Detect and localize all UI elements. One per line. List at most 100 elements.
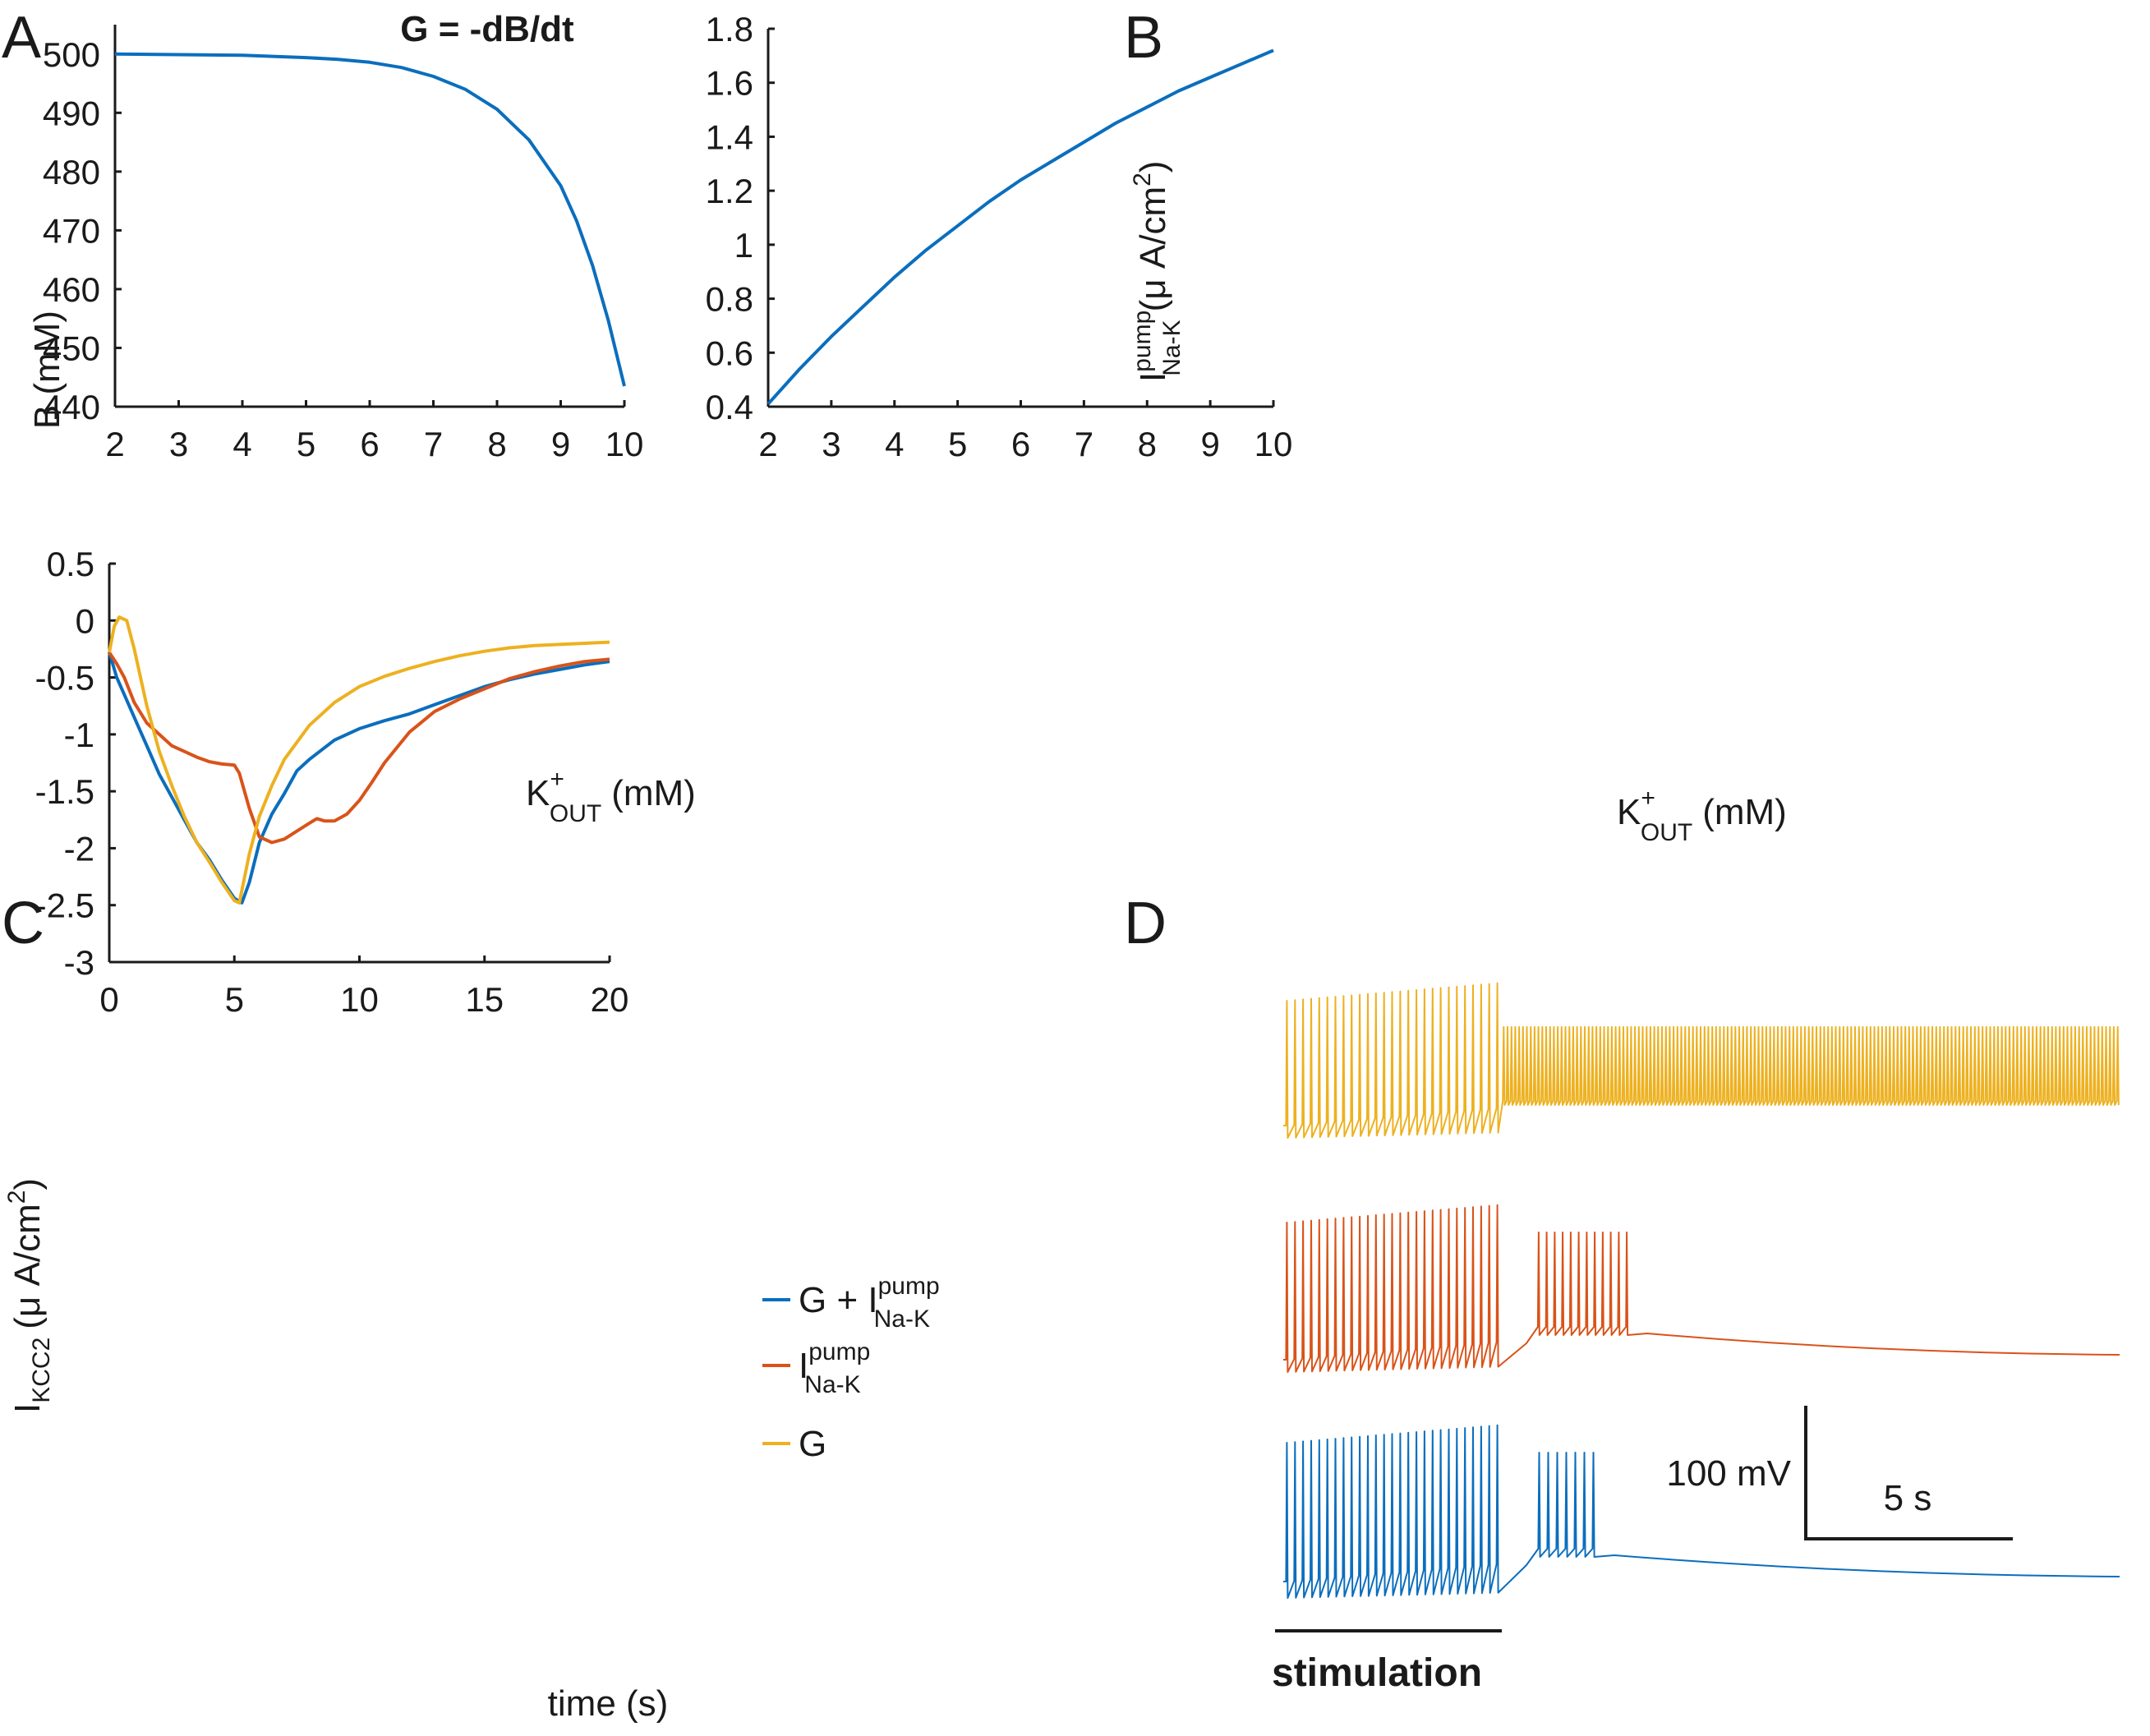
panel-c-ytick-label: -2 (64, 829, 94, 868)
panel-c-ytick-label: -3 (64, 943, 94, 982)
panel-a-xtick-label: 7 (424, 425, 443, 463)
panel-a-xtick-label: 9 (551, 425, 570, 463)
panel-c-plot: 0 5 10 15 20 -3 -2.5 -2 -1.5 -1 -0.5 0 0.5 (35, 545, 629, 1019)
panel-a-ytick-label: 450 (43, 329, 100, 367)
panel-a-plot: 2 3 4 5 6 7 8 9 10 440 450 460 470 480 490 500 (43, 25, 643, 463)
panel-a-xtick-label: 10 (605, 425, 644, 463)
panel-c-series-yellow (108, 615, 610, 905)
panel-b-xtick-label: 7 (1075, 425, 1093, 463)
panel-b-xtick-label: 6 (1011, 425, 1030, 463)
panel-a-xtick-label: 4 (232, 425, 251, 463)
panel-c-ytick-label: -0.5 (35, 659, 94, 698)
panel-c-ylabel-unit-sup: 2 (3, 1190, 30, 1204)
panel-b-xtick-label: 9 (1200, 425, 1219, 463)
voltage-trace-blue (1283, 1424, 2120, 1599)
panel-c-ylabel-unit: (μ A/cm (7, 1204, 48, 1328)
panel-c-ylabel-unit-close: ) (7, 1178, 48, 1190)
panel-a-ytick-label: 490 (43, 94, 100, 132)
panel-a-title: G = -dB/dt (400, 9, 574, 49)
panel-d-trace-group (1283, 982, 2120, 1599)
legend-entry-g: G (799, 1424, 826, 1464)
panel-b-ytick-label: 1.4 (706, 117, 753, 156)
panel-c-ytick-label: 0 (76, 601, 94, 640)
panel-a-xtick-label: 2 (105, 425, 124, 463)
panel-c-xlabel: time (s) (548, 1683, 669, 1724)
panel-c-xtick-label: 0 (99, 980, 118, 1019)
legend-0-sup: pump (878, 1273, 940, 1300)
panel-c-ytick-label: 0.5 (47, 545, 94, 583)
panel-b-xtick-label: 2 (758, 425, 777, 463)
legend-0-main: G + I (799, 1280, 878, 1320)
panel-b-ytick-label: 1.6 (706, 64, 753, 103)
panel-b-ylabel-main: I (1133, 372, 1173, 382)
panel-c-chart: 0 5 10 15 20-3-2.5-2-1.5-1-0.500.5 IKCC2(μ A… (3, 545, 940, 1724)
panel-b-xlabel-sub: OUT (1641, 819, 1692, 846)
panel-c-series-orange (108, 651, 610, 845)
legend-1-sup: pump (808, 1338, 870, 1365)
panel-a-ylabel: B (mM) (27, 311, 67, 429)
panel-letter-d: D (1124, 891, 1167, 956)
panel-b-xlabel: K+ OUT (mM) (1617, 785, 1787, 846)
panel-a-ytick-label: 470 (43, 211, 100, 250)
legend-1-sub: Na-K (804, 1371, 860, 1398)
panel-b-ytick-label: 0.8 (706, 280, 753, 319)
voltage-trace-yellow (1283, 982, 2120, 1139)
panel-b-xlabel-unit: (mM) (1702, 792, 1787, 832)
legend-entry-pump: Ipump Na-K (799, 1338, 870, 1398)
panel-c-ylabel: IKCC2 (μ A/cm2) (3, 1178, 55, 1413)
panel-b-ytick-label: 1 (734, 226, 753, 265)
legend-0-sub: Na-K (874, 1305, 930, 1333)
panel-a-xlabel-unit: (mM) (611, 773, 696, 813)
panel-a-ytick-label: 480 (43, 153, 100, 191)
panel-d-traces: 100 mV 5 s stimulation (1272, 982, 2120, 1695)
panel-a-xtick-label: 5 (297, 425, 315, 463)
panel-a-xlabel: K+ OUT (mM) (526, 766, 696, 827)
panel-c-xtick-label: 5 (225, 980, 244, 1019)
panel-c-legend: G + Ipump Na-K Ipump Na-K G (762, 1273, 940, 1464)
panel-b-ylabel-unit-sup: 2 (1129, 173, 1156, 186)
panel-letter-a: A (2, 5, 41, 71)
panel-b-xtick-label: 3 (822, 425, 840, 463)
panel-c-xtick-label: 10 (340, 980, 379, 1019)
panel-b-series-blue (767, 48, 1274, 406)
panel-b-plot: 2 3 4 5 6 7 8 9 10 0.4 0.6 0.8 1 1.2 1.4 1.6 1.8 (706, 10, 1293, 463)
panel-b-ytick-label: 1.2 (706, 172, 753, 210)
panel-a-chart: G = -dB/dt 2 3 4 5 6 7 8 9 10 440 450 460 470 480 490 5… (27, 9, 696, 827)
panel-b-chart: 2 3 4 5 6 7 8 9 10 0.4 0.6 0.8 1 1.2 1.4 1.6 1.8 Ipump Na… (706, 10, 1787, 846)
scale-voltage-label: 100 mV (1666, 1453, 1791, 1494)
panel-a-series-blue (114, 52, 626, 387)
panel-c-ytick-label: -1.5 (35, 772, 94, 811)
panel-b-ylabel-sup: pump (1129, 311, 1156, 372)
panel-b-ytick-label: 0.4 (706, 388, 753, 426)
panel-a-xlabel-sup: + (550, 766, 564, 793)
panel-b-xlabel-sup: + (1641, 785, 1655, 812)
panel-a-ytick-label: 460 (43, 270, 100, 309)
legend-1-main: I (799, 1346, 808, 1386)
legend-entry-g-plus-pump: G + Ipump Na-K (799, 1273, 940, 1333)
panel-letter-b: B (1124, 5, 1163, 71)
panel-c-xtick-label: 15 (465, 980, 504, 1019)
panel-c-xtick-label: 20 (591, 980, 629, 1019)
panel-b-ytick-label: 1.8 (706, 10, 753, 48)
panel-a-ytick-label: 500 (43, 35, 100, 74)
panel-c-ytick-label: -2.5 (35, 886, 94, 925)
panel-b-ylabel-unit-close: ) (1133, 161, 1173, 173)
scale-time-label: 5 s (1884, 1478, 1932, 1518)
panel-c-series-blue (108, 652, 610, 905)
panel-b-xlabel-main: K (1617, 792, 1641, 832)
stimulation-label: stimulation (1272, 1651, 1482, 1695)
panel-b-ytick-label: 0.6 (706, 334, 753, 372)
panel-b-ylabel-sub: Na-K (1158, 320, 1185, 375)
panel-b-xtick-label: 5 (948, 425, 967, 463)
panel-a-xtick-label: 3 (169, 425, 188, 463)
voltage-trace-orange (1283, 1204, 2120, 1373)
panel-b-xtick-label: 8 (1138, 425, 1157, 463)
panel-a-xlabel-sub: OUT (550, 800, 601, 827)
panel-b-ylabel-unit: (μ A/cm (1133, 186, 1173, 311)
panel-letter-c: C (2, 891, 44, 956)
panel-a-xtick-label: 8 (487, 425, 506, 463)
panel-a-xtick-label: 6 (360, 425, 379, 463)
panel-a-ytick-label: 440 (43, 388, 100, 426)
panel-a-xlabel-main: K (526, 773, 550, 813)
